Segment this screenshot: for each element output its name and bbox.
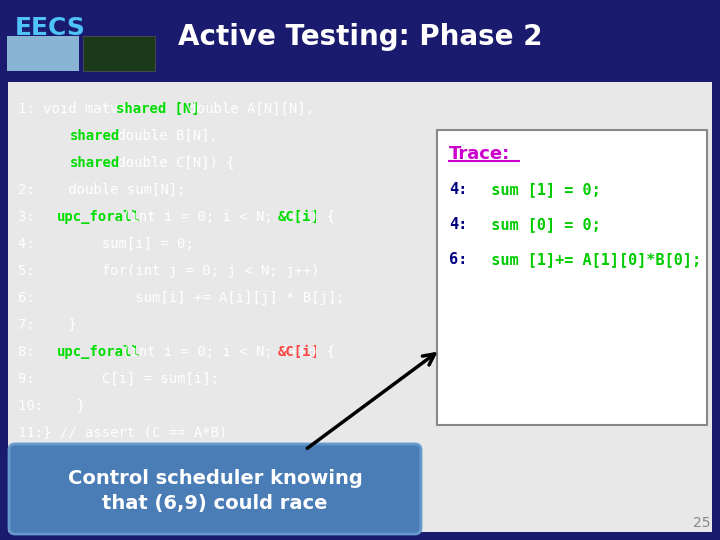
Text: 1: void matvec(: 1: void matvec( — [18, 102, 143, 116]
Text: 11:} // assert (C == A*B): 11:} // assert (C == A*B) — [18, 426, 228, 440]
Text: 2:    double sum[N];: 2: double sum[N]; — [18, 183, 186, 197]
Text: 25: 25 — [693, 516, 710, 530]
FancyBboxPatch shape — [8, 82, 712, 532]
Text: 7:    }: 7: } — [18, 318, 76, 332]
Text: upc_forall: upc_forall — [57, 210, 140, 224]
Text: 5:        for(int j = 0; j < N; j++): 5: for(int j = 0; j < N; j++) — [18, 264, 320, 278]
Text: shared: shared — [70, 156, 120, 170]
Text: Active Testing: Phase 2: Active Testing: Phase 2 — [178, 23, 542, 51]
Text: double A[N][N],: double A[N][N], — [181, 102, 315, 116]
Text: upc_forall: upc_forall — [57, 345, 140, 359]
Text: ) {: ) { — [310, 345, 336, 359]
Text: &C[i]: &C[i] — [278, 345, 320, 359]
Text: 9:        C[i] = sum[i];: 9: C[i] = sum[i]; — [18, 372, 219, 386]
Text: 4:: 4: — [449, 217, 467, 232]
Text: 6:: 6: — [449, 252, 467, 267]
Text: 4:: 4: — [449, 182, 467, 197]
Text: EECS: EECS — [14, 16, 85, 40]
Text: sum [1]+= A[1][0]*B[0];: sum [1]+= A[1][0]*B[0]; — [473, 252, 701, 267]
Text: 6:            sum[i] += A[i][j] * B[j];: 6: sum[i] += A[i][j] * B[j]; — [18, 291, 345, 305]
Text: Control scheduler knowing: Control scheduler knowing — [68, 469, 362, 489]
Text: 8:: 8: — [18, 345, 68, 359]
Text: double B[N],: double B[N], — [109, 129, 218, 143]
Text: ) {: ) { — [310, 210, 336, 224]
Text: 4:        sum[i] = 0;: 4: sum[i] = 0; — [18, 237, 194, 251]
Text: double C[N]) {: double C[N]) { — [109, 156, 235, 170]
Text: shared: shared — [70, 129, 120, 143]
Text: (int i = 0; i < N; i++;: (int i = 0; i < N; i++; — [122, 210, 323, 224]
FancyBboxPatch shape — [83, 36, 155, 71]
Text: (int i = 0; i < N; i++;: (int i = 0; i < N; i++; — [122, 345, 323, 359]
Text: shared [N]: shared [N] — [115, 102, 199, 116]
Text: 3:: 3: — [18, 210, 68, 224]
FancyBboxPatch shape — [7, 36, 79, 71]
Text: 10:    }: 10: } — [18, 399, 85, 413]
Text: sum [1] = 0;: sum [1] = 0; — [473, 182, 600, 197]
Text: sum [0] = 0;: sum [0] = 0; — [473, 217, 600, 232]
Text: Trace:: Trace: — [449, 145, 510, 163]
Text: that (6,9) could race: that (6,9) could race — [102, 495, 328, 514]
FancyBboxPatch shape — [437, 130, 707, 425]
Text: &C[i]: &C[i] — [278, 210, 320, 224]
FancyBboxPatch shape — [9, 444, 421, 534]
